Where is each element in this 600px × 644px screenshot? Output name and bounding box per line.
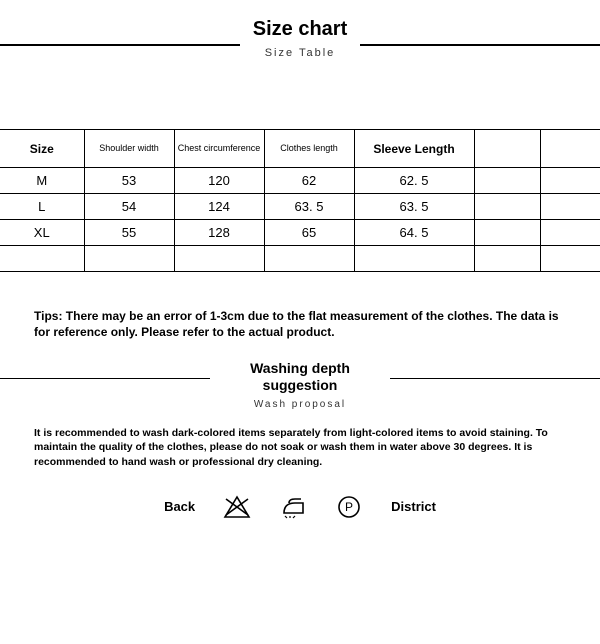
table-cell: 62 [264, 168, 354, 194]
col-empty2 [540, 130, 600, 168]
table-cell [354, 246, 474, 272]
table-row: M531206262. 5 [0, 168, 600, 194]
table-cell: 65 [264, 220, 354, 246]
dry-clean-icon: P [335, 495, 363, 519]
do-not-bleach-icon [223, 495, 251, 519]
wash-header: Washing depth suggestion Wash proposal [0, 360, 600, 410]
table-row [0, 246, 600, 272]
col-chest: Chest circumference [174, 130, 264, 168]
divider-right [360, 44, 600, 46]
size-table: Size Shoulder width Chest circumference … [0, 129, 600, 272]
table-cell [474, 194, 540, 220]
table-cell: 54 [84, 194, 174, 220]
table-row: L5412463. 563. 5 [0, 194, 600, 220]
table-cell [474, 246, 540, 272]
page-subtitle: Size Table [0, 47, 600, 59]
wash-title-line2: suggestion [263, 377, 338, 393]
page-title: Size chart [0, 18, 600, 41]
col-shoulder: Shoulder width [84, 130, 174, 168]
wash-divider-right [390, 378, 600, 379]
table-cell [540, 246, 600, 272]
table-cell [540, 168, 600, 194]
table-cell [174, 246, 264, 272]
table-cell: 120 [174, 168, 264, 194]
table-cell: 128 [174, 220, 264, 246]
table-cell: 53 [84, 168, 174, 194]
col-size: Size [0, 130, 84, 168]
wash-subtitle: Wash proposal [0, 399, 600, 410]
wash-instructions: It is recommended to wash dark-colored i… [34, 426, 566, 469]
table-cell [540, 220, 600, 246]
table-cell [540, 194, 600, 220]
back-label: Back [164, 499, 195, 514]
table-row: XL551286564. 5 [0, 220, 600, 246]
table-cell [474, 220, 540, 246]
table-cell: 55 [84, 220, 174, 246]
table-body: M531206262. 5L5412463. 563. 5XL551286564… [0, 168, 600, 272]
table-cell [264, 246, 354, 272]
table-cell: 62. 5 [354, 168, 474, 194]
col-empty1 [474, 130, 540, 168]
tips-text: Tips: There may be an error of 1-3cm due… [34, 308, 566, 340]
table-cell: 63. 5 [354, 194, 474, 220]
table-header-row: Size Shoulder width Chest circumference … [0, 130, 600, 168]
svg-text:P: P [345, 500, 353, 514]
size-table-wrap: Size Shoulder width Chest circumference … [0, 129, 600, 272]
table-cell: M [0, 168, 84, 194]
district-label: District [391, 499, 436, 514]
col-sleeve: Sleeve Length [354, 130, 474, 168]
wash-divider-left [0, 378, 210, 379]
header: Size chart Size Table [0, 0, 600, 59]
table-cell: L [0, 194, 84, 220]
table-cell [0, 246, 84, 272]
col-length: Clothes length [264, 130, 354, 168]
table-cell: 64. 5 [354, 220, 474, 246]
table-cell [474, 168, 540, 194]
iron-icon [279, 495, 307, 519]
table-cell [84, 246, 174, 272]
table-cell: XL [0, 220, 84, 246]
care-icon-row: Back P District [0, 495, 600, 519]
divider-left [0, 44, 240, 46]
table-cell: 124 [174, 194, 264, 220]
wash-title-line1: Washing depth [250, 360, 350, 376]
table-cell: 63. 5 [264, 194, 354, 220]
wash-title: Washing depth suggestion [250, 360, 350, 394]
